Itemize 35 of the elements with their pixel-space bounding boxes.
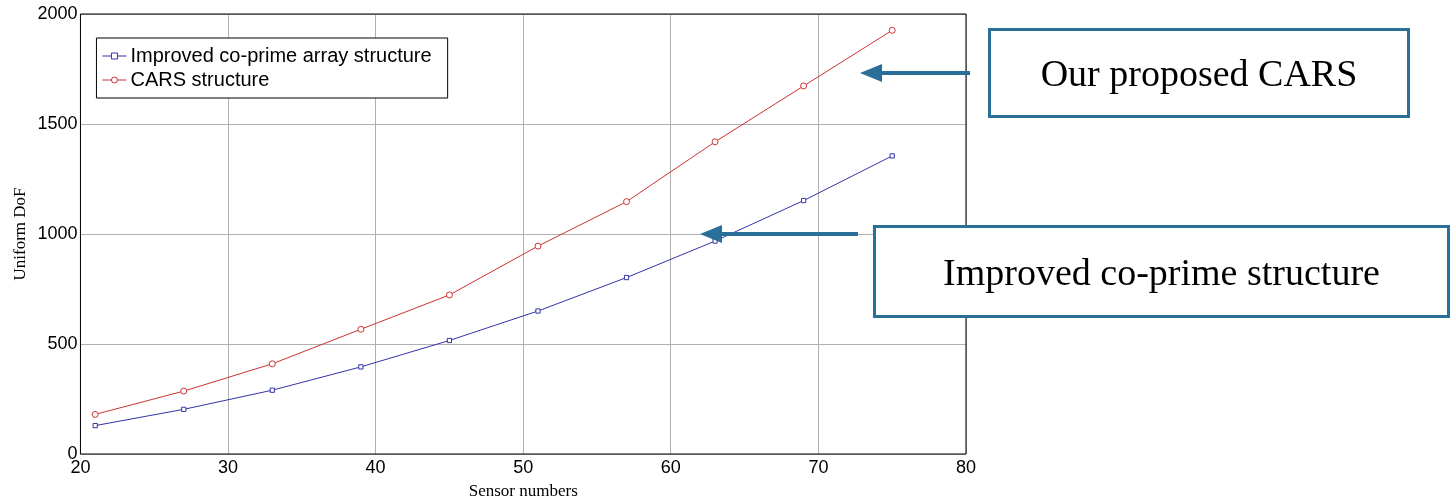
- point: [801, 197, 807, 204]
- point: [534, 242, 542, 250]
- point: [92, 423, 98, 429]
- point: [181, 406, 187, 412]
- point: [180, 387, 188, 395]
- point: [623, 274, 630, 281]
- point: [357, 325, 365, 333]
- legend-label: Improved co-prime array structure: [130, 43, 432, 66]
- x-tick-label: 30: [218, 456, 239, 477]
- y-tick-label: 2000: [37, 2, 78, 23]
- x-tick-label: 50: [513, 456, 534, 477]
- point: [535, 308, 541, 314]
- y-tick-label: 1500: [37, 112, 78, 133]
- x-axis-title: Sensor numbers: [468, 481, 578, 501]
- point: [269, 387, 275, 393]
- x-tick-label: 70: [808, 456, 829, 477]
- point: [623, 198, 631, 206]
- callout-box: Improved co-prime structure: [873, 225, 1450, 318]
- point: [268, 360, 276, 368]
- legend-label: CARS structure: [130, 67, 270, 90]
- point: [800, 82, 808, 90]
- callout-box: Our proposed CARS: [988, 28, 1410, 118]
- y-tick-label: 500: [47, 332, 78, 353]
- x-tick-label: 80: [955, 456, 977, 477]
- point: [446, 337, 453, 344]
- x-tick-label: 60: [660, 456, 681, 477]
- point: [358, 364, 364, 370]
- x-tick-label: 40: [365, 456, 386, 477]
- point: [889, 153, 895, 159]
- y-tick-label: 1000: [37, 222, 78, 243]
- point: [445, 291, 453, 299]
- point: [91, 410, 99, 418]
- point: [711, 138, 719, 146]
- y-axis-title: Uniform DoF: [9, 187, 29, 281]
- point: [888, 26, 896, 34]
